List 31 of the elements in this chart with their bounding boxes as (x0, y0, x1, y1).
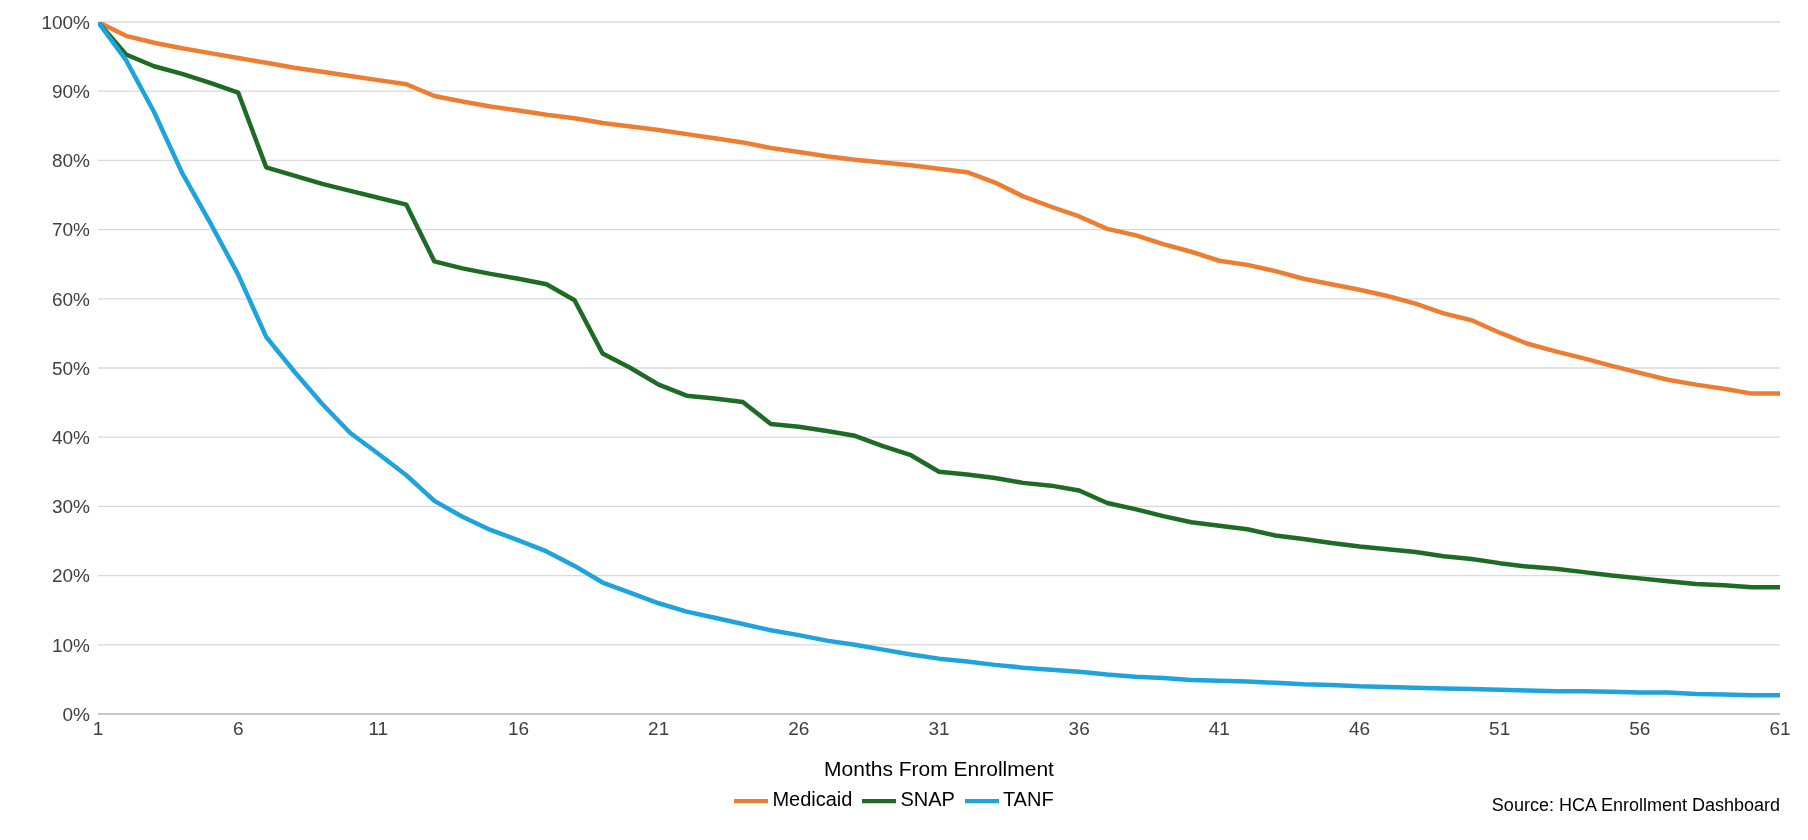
source-note: Source: HCA Enrollment Dashboard (1491, 795, 1780, 816)
line-series (98, 22, 1780, 396)
x-tick-label: 26 (788, 718, 810, 740)
y-tick-label: 50% (51, 357, 91, 379)
x-tick-label: 11 (368, 718, 389, 740)
legend-label: TANF (1002, 788, 1054, 811)
x-tick-label: 21 (648, 718, 670, 740)
y-tick-label: 90% (51, 80, 91, 102)
y-tick-label: 40% (51, 426, 91, 448)
x-tick-label: 36 (1068, 718, 1090, 740)
x-tick-label: 31 (928, 718, 950, 740)
legend-label: Medicaid (772, 788, 853, 811)
x-tick-label: 41 (1208, 718, 1230, 740)
x-tick-label: 61 (1769, 718, 1791, 740)
y-tick-label: 20% (51, 565, 91, 587)
y-tick-label: 80% (51, 150, 91, 172)
x-tick-label: 51 (1489, 718, 1511, 740)
x-tick-label: 56 (1629, 718, 1651, 740)
x-tick-label: 16 (507, 718, 530, 740)
y-tick-label: 0% (62, 703, 91, 725)
y-tick-label: 100% (41, 11, 91, 33)
y-tick-label: 30% (51, 496, 91, 518)
y-tick-label: 70% (51, 219, 91, 241)
x-tick-label: 6 (232, 718, 244, 740)
x-tick-label: 1 (92, 718, 104, 740)
y-tick-label: 60% (51, 288, 91, 310)
x-axis-title: Months From Enrollment (824, 757, 1055, 780)
legend-label: SNAP (900, 788, 955, 811)
x-tick-label: 46 (1348, 718, 1371, 740)
y-tick-label: 10% (51, 634, 91, 656)
line-series (98, 22, 1780, 698)
